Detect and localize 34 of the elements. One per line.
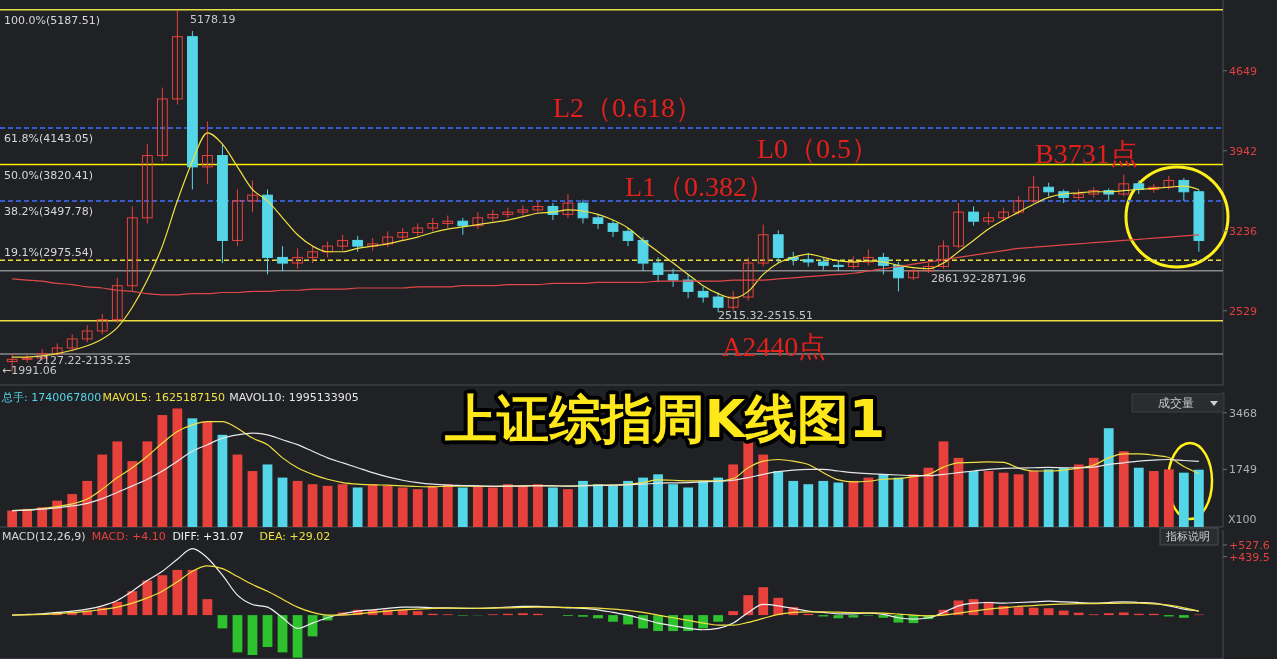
y-tick-label: +527.6 — [1229, 538, 1270, 552]
y-tick-label: 3942 — [1229, 144, 1257, 158]
text: 上证综指周K线图1 — [444, 389, 886, 449]
chart-title: MACD(12,26,9) — [2, 530, 86, 543]
y-tick-label: 3468 — [1229, 406, 1257, 420]
text: MACD: +4.10 — [91, 530, 166, 543]
y-tick-label: +439.5 — [1229, 550, 1270, 564]
text: MAVOL10: 1995133905 — [229, 391, 359, 404]
ref-line-label: 50.0%(3820.41) — [4, 168, 94, 182]
annotation: 2127.22-2135.25 — [36, 354, 131, 367]
ref-line-label: 61.8%(4143.05) — [4, 132, 94, 146]
annotation: 指标说明 — [1165, 530, 1210, 543]
annotation: 成交量 — [1158, 396, 1194, 410]
text: X100 — [1228, 513, 1257, 526]
ref-line-label: 100.0%(5187.51) — [4, 13, 101, 27]
y-tick-label: 1749 — [1229, 463, 1257, 477]
y-tick-label: 2529 — [1229, 304, 1257, 318]
text: 总手: 1740067800 — [1, 391, 102, 404]
series-label: MAVOL5: 1625187150 — [102, 391, 226, 404]
annotation: L2（0.618） — [553, 92, 704, 123]
annotation: ←1991.06 — [2, 364, 57, 377]
annotation: B3731点 — [1035, 138, 1138, 169]
ref-line-label: 19.1%(2975.54) — [4, 246, 94, 260]
y-tick-label: 3236 — [1229, 224, 1257, 238]
annotation: A2440点 — [722, 331, 827, 362]
y-tick-label: 4649 — [1229, 64, 1257, 78]
ref-line-label: 38.2%(3497.78) — [4, 205, 94, 219]
annotation: L0（0.5） — [757, 133, 880, 164]
series-label: DIFF: +31.07 — [172, 530, 244, 543]
annotation: L1（0.382） — [625, 171, 776, 202]
annotation: 2515.32-2515.51 — [718, 309, 813, 322]
annotation: 5178.19 — [190, 13, 236, 26]
annotation: 2861.92-2871.96 — [931, 272, 1026, 285]
text: DEA: +29.02 — [259, 530, 331, 543]
